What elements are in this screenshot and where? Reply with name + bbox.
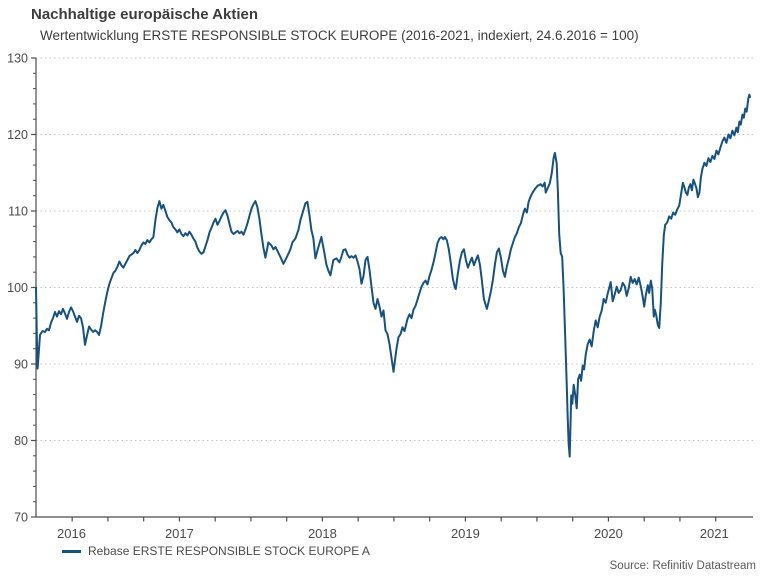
x-axis-label: 2021 [700,526,729,541]
chart-subtitle: Wertentwicklung ERSTE RESPONSIBLE STOCK … [40,28,639,43]
x-axis-label: 2018 [308,526,337,541]
x-axis-label: 2020 [594,526,623,541]
y-axis-label: 70 [14,511,28,525]
legend-line-swatch [62,549,81,553]
legend-label: Rebase ERSTE RESPONSIBLE STOCK EUROPE A [88,544,370,558]
y-axis-label: 90 [14,358,28,372]
x-axis-label: 2019 [451,526,480,541]
y-axis-label: 110 [8,205,28,219]
x-axis-label: 2016 [57,526,86,541]
x-axis-label: 2017 [165,526,194,541]
chart-title: Nachhaltige europäische Aktien [31,6,259,23]
axes: 70 80 90 100 110 120 130 2016 2017 2018 2019 2020 20… [7,52,753,541]
source-note: Source: Refinitiv Datastream [609,560,756,572]
y-axis-label: 80 [14,434,28,448]
y-axis-label: 120 [7,128,28,142]
gridlines [36,57,753,441]
y-axis-label: 100 [7,281,28,295]
legend: Rebase ERSTE RESPONSIBLE STOCK EUROPE A [62,544,370,558]
series-line [35,93,751,458]
y-axis-label: 130 [7,52,28,66]
